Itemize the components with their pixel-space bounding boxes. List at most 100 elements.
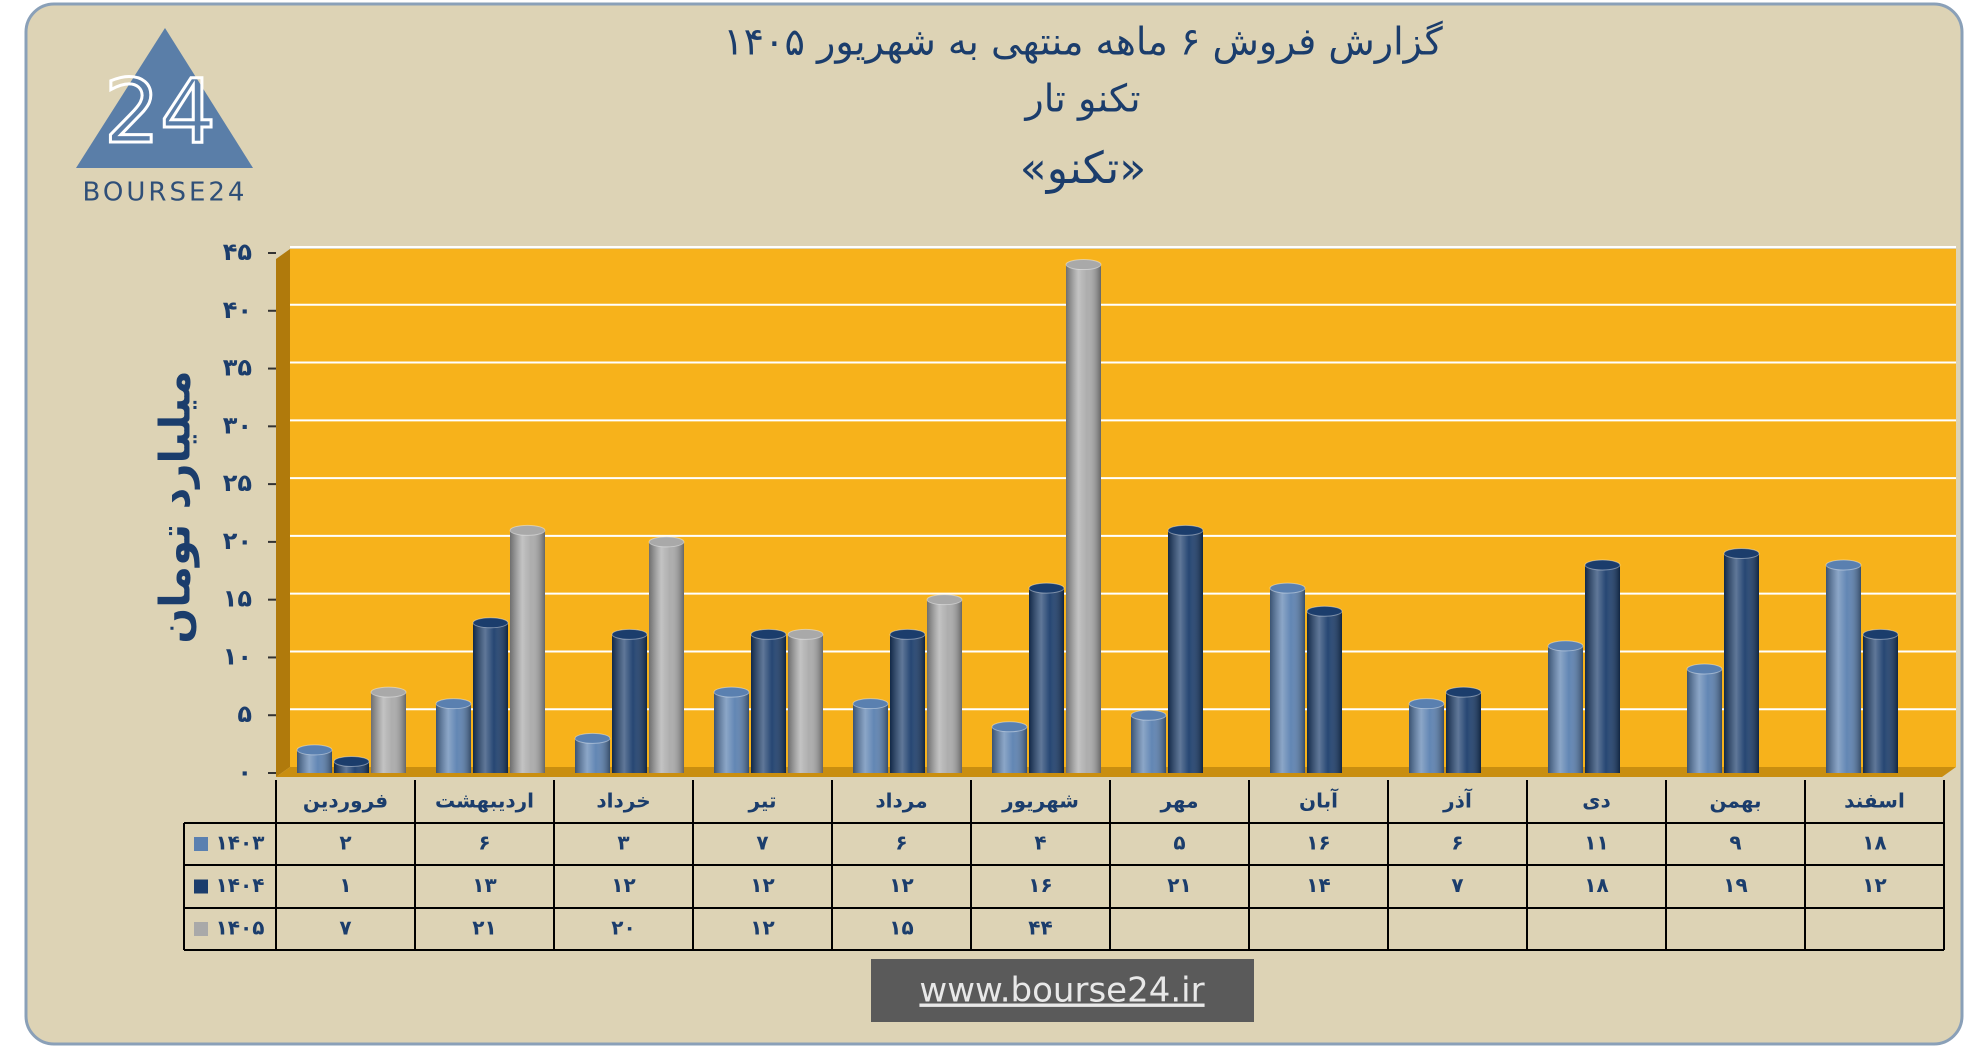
bar-cap <box>889 628 926 640</box>
bar-shine <box>436 703 471 773</box>
table-value: ۱۲ <box>611 873 635 897</box>
table-value: ۲۱ <box>1167 873 1191 897</box>
bar-shine <box>297 749 332 773</box>
table-value: ۱۲ <box>889 873 913 897</box>
bar-cap <box>333 755 370 767</box>
plot-background <box>290 249 1956 767</box>
bar-cap <box>1547 640 1584 652</box>
plot-wall <box>276 249 290 777</box>
table-value: ۱۶ <box>1306 831 1330 855</box>
y-tick-label: ۲۰ <box>223 527 252 555</box>
table-value: ۲ <box>339 831 351 855</box>
bar-cap <box>1167 524 1204 536</box>
bar-cap <box>852 698 889 710</box>
x-tick-label: دی <box>1582 789 1611 813</box>
chart-symbol: «تکنو» <box>1020 143 1146 194</box>
bar-shine <box>612 634 647 773</box>
table-value: ۱۹ <box>1723 873 1747 897</box>
x-tick-label: اسفند <box>1844 789 1905 813</box>
y-tick-label: ۱۰ <box>223 642 252 670</box>
x-tick-label: فروردین <box>303 789 388 813</box>
table-value: ۱۳ <box>472 873 496 897</box>
bar-shine <box>510 530 545 773</box>
x-tick-label: تیر <box>747 789 776 813</box>
table-value: ۳ <box>617 831 629 855</box>
y-tick-label: ۴۰ <box>223 296 252 324</box>
bar-cap <box>750 628 787 640</box>
table-value: ۴۴ <box>1028 916 1052 940</box>
table-value: ۷ <box>339 916 351 940</box>
table-value: ۱۲ <box>1862 873 1886 897</box>
legend-label: ۱۴۰۵ <box>216 916 265 940</box>
bar-cap <box>509 524 546 536</box>
table-value: ۴ <box>1034 831 1046 855</box>
bar-shine <box>1863 634 1898 773</box>
x-tick-label: اردیبهشت <box>435 789 534 813</box>
legend-swatch <box>194 879 208 894</box>
bar-shine <box>890 634 925 773</box>
logo-mark: 24 <box>104 60 216 163</box>
y-tick-label: ۰ <box>237 758 252 786</box>
bar-cap <box>574 732 611 744</box>
table-value: ۱۸ <box>1862 831 1886 855</box>
bar-cap <box>1408 698 1445 710</box>
chart-title: گزارش فروش ۶ ماهه منتهی به شهریور ۱۴۰۵ <box>723 20 1443 65</box>
bar-cap <box>1306 605 1343 617</box>
table-value: ۶ <box>895 831 907 855</box>
bar-cap <box>991 721 1028 733</box>
x-tick-label: خرداد <box>596 789 650 813</box>
bar-cap <box>1130 709 1167 721</box>
y-axis-label: میلیارد تومان <box>151 370 201 643</box>
url-box <box>871 959 1254 1022</box>
bar-cap <box>648 536 685 548</box>
table-value: ۱۴ <box>1306 873 1330 897</box>
bar-cap <box>1723 547 1760 559</box>
y-tick-label: ۳۰ <box>223 411 252 439</box>
bar-shine <box>649 541 684 773</box>
bar-shine <box>1131 715 1166 773</box>
logo-name: BOURSE24 <box>83 178 248 208</box>
bar-cap <box>296 744 333 756</box>
bar-cap <box>1269 582 1306 594</box>
bar-shine <box>334 761 369 773</box>
y-tick-label: ۵ <box>237 700 252 728</box>
plot-floor <box>276 767 1956 777</box>
bar-shine <box>1029 588 1064 773</box>
bar-cap <box>611 628 648 640</box>
table-value: ۱۶ <box>1028 873 1052 897</box>
legend-label: ۱۴۰۴ <box>216 873 265 897</box>
x-tick-label: شهریور <box>1001 789 1079 813</box>
x-tick-label: مهر <box>1159 789 1198 813</box>
bar-cap <box>1686 663 1723 675</box>
y-tick-label: ۴۵ <box>223 238 252 266</box>
bar-cap <box>1028 582 1065 594</box>
legend-swatch <box>194 922 208 936</box>
x-tick-label: آذر <box>1442 788 1473 813</box>
bar-cap <box>926 594 963 606</box>
bar-shine <box>1066 264 1101 773</box>
y-tick-label: ۳۵ <box>223 354 252 382</box>
url[interactable]: www.bourse24.ir <box>919 971 1204 1011</box>
bar-cap <box>713 686 750 698</box>
bar-cap <box>787 628 824 640</box>
table-value: ۲۱ <box>472 916 496 940</box>
bar-shine <box>1168 530 1203 773</box>
legend-swatch <box>194 837 208 851</box>
table-value: ۷ <box>756 831 768 855</box>
bar-cap <box>370 686 407 698</box>
logo-triangle <box>76 28 253 168</box>
chart-subtitle: تکنو تار <box>1023 77 1140 122</box>
bar-shine <box>1307 611 1342 773</box>
x-tick-label: آبان <box>1299 788 1339 813</box>
bar-shine <box>1687 669 1722 773</box>
bar-cap <box>1862 628 1899 640</box>
table-value: ۶ <box>478 831 490 855</box>
bar-shine <box>853 703 888 773</box>
bar-shine <box>1548 645 1583 773</box>
bar-shine <box>1826 565 1861 773</box>
bar-shine <box>1724 553 1759 773</box>
bar-shine <box>992 726 1027 773</box>
bar-cap <box>1445 686 1482 698</box>
table-value: ۵ <box>1173 831 1185 855</box>
